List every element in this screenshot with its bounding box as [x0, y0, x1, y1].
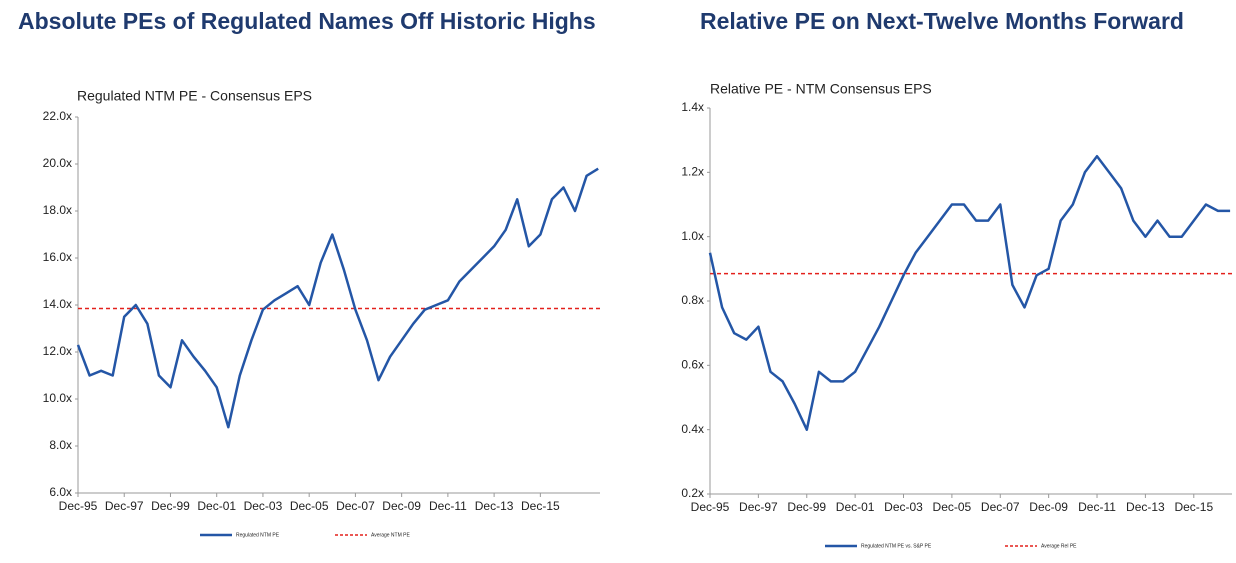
y-tick-label: 20.0x [43, 156, 72, 170]
x-tick-label: Dec-99 [151, 499, 190, 513]
x-tick-label: Dec-15 [1174, 500, 1213, 514]
x-tick-label: Dec-07 [336, 499, 375, 513]
y-tick-label: 10.0x [43, 391, 72, 405]
y-tick-label: 0.8x [681, 293, 704, 307]
y-tick-label: 18.0x [43, 203, 72, 217]
y-tick-label: 16.0x [43, 250, 72, 264]
x-tick-label: Dec-95 [59, 499, 98, 513]
y-tick-label: 8.0x [49, 438, 72, 452]
x-tick-label: Dec-05 [290, 499, 329, 513]
chart-subtitle: Relative PE - NTM Consensus EPS [710, 81, 932, 97]
x-tick-label: Dec-15 [521, 499, 560, 513]
x-tick-label: Dec-03 [884, 500, 923, 514]
y-tick-label: 22.0x [43, 109, 72, 123]
x-tick-label: Dec-01 [197, 499, 236, 513]
legend-label: Average Rel PE [1041, 543, 1077, 549]
x-tick-label: Dec-11 [1078, 500, 1116, 514]
x-tick-label: Dec-13 [475, 499, 514, 513]
legend-label: Average NTM PE [371, 532, 410, 538]
y-tick-label: 6.0x [49, 485, 72, 499]
x-tick-label: Dec-97 [739, 500, 778, 514]
x-tick-label: Dec-03 [244, 499, 283, 513]
x-tick-label: Dec-09 [382, 499, 421, 513]
y-tick-label: 12.0x [43, 344, 72, 358]
chart-subtitle: Regulated NTM PE - Consensus EPS [77, 88, 312, 104]
y-tick-label: 0.2x [681, 486, 704, 500]
x-tick-label: Dec-13 [1126, 500, 1165, 514]
series-line [708, 154, 1231, 431]
y-tick-label: 1.2x [681, 165, 704, 179]
y-tick-label: 1.0x [681, 229, 704, 243]
x-tick-label: Dec-95 [691, 500, 730, 514]
x-tick-label: Dec-05 [933, 500, 972, 514]
x-tick-label: Dec-99 [787, 500, 826, 514]
y-tick-label: 0.4x [681, 422, 704, 436]
x-tick-label: Dec-11 [429, 499, 467, 513]
series-line [76, 167, 599, 429]
y-tick-label: 1.4x [681, 100, 704, 114]
x-tick-label: Dec-01 [836, 500, 875, 514]
chart-title: Absolute PEs of Regulated Names Off Hist… [18, 8, 596, 34]
y-tick-label: 14.0x [43, 297, 72, 311]
chart-title: Relative PE on Next-Twelve Months Forwar… [700, 8, 1184, 34]
y-tick-label: 0.6x [681, 358, 704, 372]
x-tick-label: Dec-09 [1029, 500, 1068, 514]
legend-label: Regulated NTM PE vs. S&P PE [861, 543, 932, 549]
x-tick-label: Dec-07 [981, 500, 1020, 514]
legend-label: Regulated NTM PE [236, 532, 280, 538]
x-tick-label: Dec-97 [105, 499, 144, 513]
